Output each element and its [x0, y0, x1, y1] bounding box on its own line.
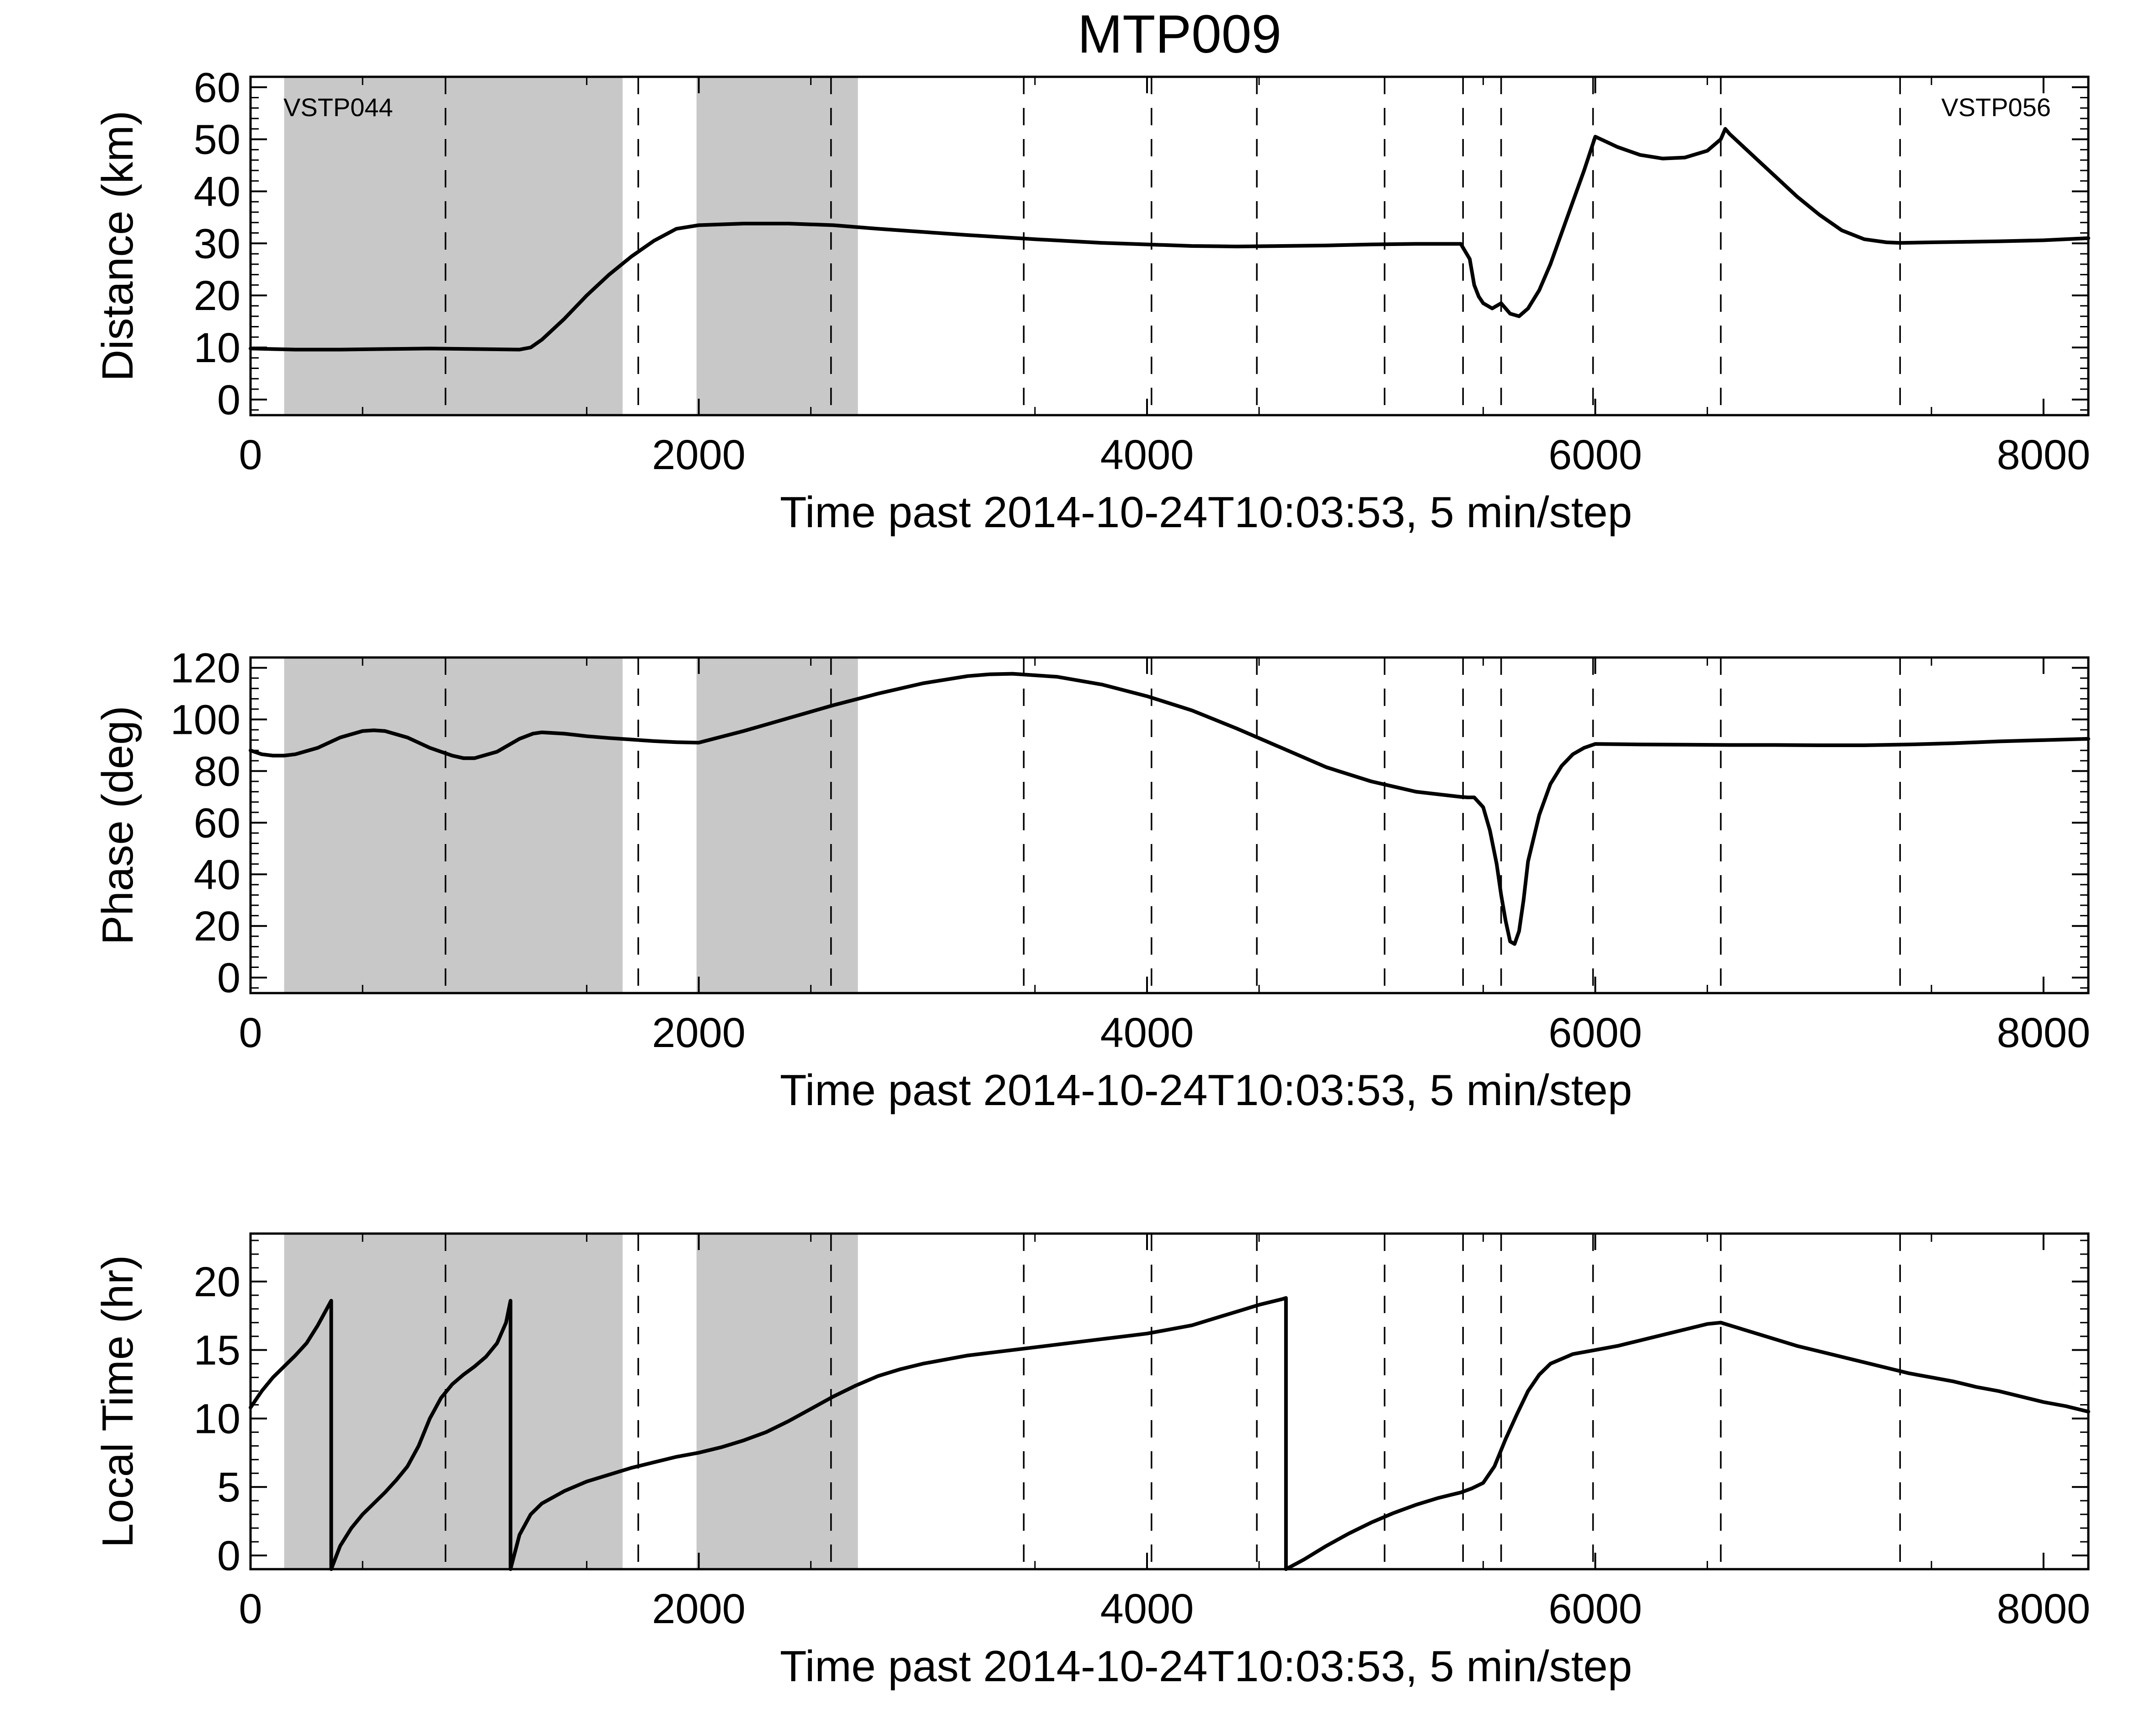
- vstp-annotation: VSTP044: [283, 93, 393, 122]
- y-axis-label: Local Time (hr): [93, 1255, 142, 1548]
- plot-frame: [249, 75, 2090, 417]
- x-axis-label: Time past 2014-10-24T10:03:53, 5 min/ste…: [780, 488, 1632, 537]
- shaded-region: [284, 657, 623, 993]
- plot-frame: [249, 1232, 2090, 1571]
- figure-title: MTP009: [1078, 4, 1281, 64]
- series-line: [249, 1296, 2090, 1571]
- y-axis-label: Distance (km): [93, 111, 142, 381]
- shaded-region: [284, 1234, 623, 1569]
- x-tick-label: 8000: [1997, 432, 2091, 478]
- y-tick-label: 40: [194, 851, 240, 898]
- shaded-region: [696, 1234, 858, 1569]
- x-tick-label: 2000: [652, 432, 746, 478]
- x-tick-label: 6000: [1548, 1586, 1642, 1632]
- x-tick-label: 0: [239, 1586, 262, 1632]
- y-tick-label: 0: [217, 1533, 240, 1579]
- plot-frame: [249, 656, 2090, 994]
- y-tick-label: 30: [194, 220, 240, 267]
- x-tick-label: 4000: [1100, 1586, 1194, 1632]
- y-tick-label: 0: [217, 377, 240, 423]
- series-line: [249, 127, 2090, 352]
- y-tick-label: 80: [194, 748, 240, 795]
- series-line: [249, 672, 2090, 946]
- y-tick-label: 100: [171, 697, 241, 743]
- y-tick-label: 10: [194, 325, 240, 371]
- x-tick-label: 0: [239, 1010, 262, 1056]
- shaded-region: [696, 77, 858, 415]
- y-tick-label: 10: [194, 1395, 240, 1442]
- x-tick-label: 4000: [1100, 1010, 1194, 1056]
- x-tick-label: 8000: [1997, 1010, 2091, 1056]
- y-tick-label: 20: [194, 273, 240, 319]
- chart-panel-3: 0 2000 4000 6000 8000 0 5 10 15 20 Time past 2014-…: [93, 1232, 2091, 1691]
- y-tick-label: 120: [171, 645, 241, 692]
- chart-panel-2: 0 2000 4000 6000 8000 0 20 40 60 80 100 120 Time pas…: [93, 645, 2090, 1115]
- y-tick-label: 20: [194, 1259, 240, 1305]
- x-tick-label: 2000: [652, 1010, 746, 1056]
- y-tick-label: 0: [217, 955, 240, 1001]
- y-tick-label: 60: [194, 800, 240, 846]
- x-tick-label: 2000: [652, 1586, 746, 1632]
- x-tick-label: 8000: [1997, 1586, 2091, 1632]
- chart-panel-1: 0 2000 4000 6000 8000 0 10 20 30 40 50 60 Time past …: [93, 64, 2090, 537]
- y-tick-label: 5: [217, 1464, 240, 1511]
- y-tick-label: 60: [194, 64, 240, 111]
- x-axis-label: Time past 2014-10-24T10:03:53, 5 min/ste…: [780, 1642, 1632, 1691]
- y-tick-label: 40: [194, 168, 240, 215]
- y-tick-label: 20: [194, 903, 240, 950]
- x-tick-label: 4000: [1100, 432, 1194, 478]
- y-tick-label: 15: [194, 1327, 240, 1374]
- y-axis-label: Phase (deg): [93, 706, 142, 945]
- shaded-region: [284, 77, 623, 415]
- x-tick-label: 6000: [1548, 432, 1642, 478]
- x-tick-label: 0: [239, 432, 262, 478]
- x-tick-label: 6000: [1548, 1010, 1642, 1056]
- x-axis-label: Time past 2014-10-24T10:03:53, 5 min/ste…: [780, 1066, 1632, 1115]
- shaded-region: [696, 657, 858, 993]
- y-tick-label: 50: [194, 117, 240, 163]
- vstp-annotation: VSTP056: [1941, 93, 2051, 122]
